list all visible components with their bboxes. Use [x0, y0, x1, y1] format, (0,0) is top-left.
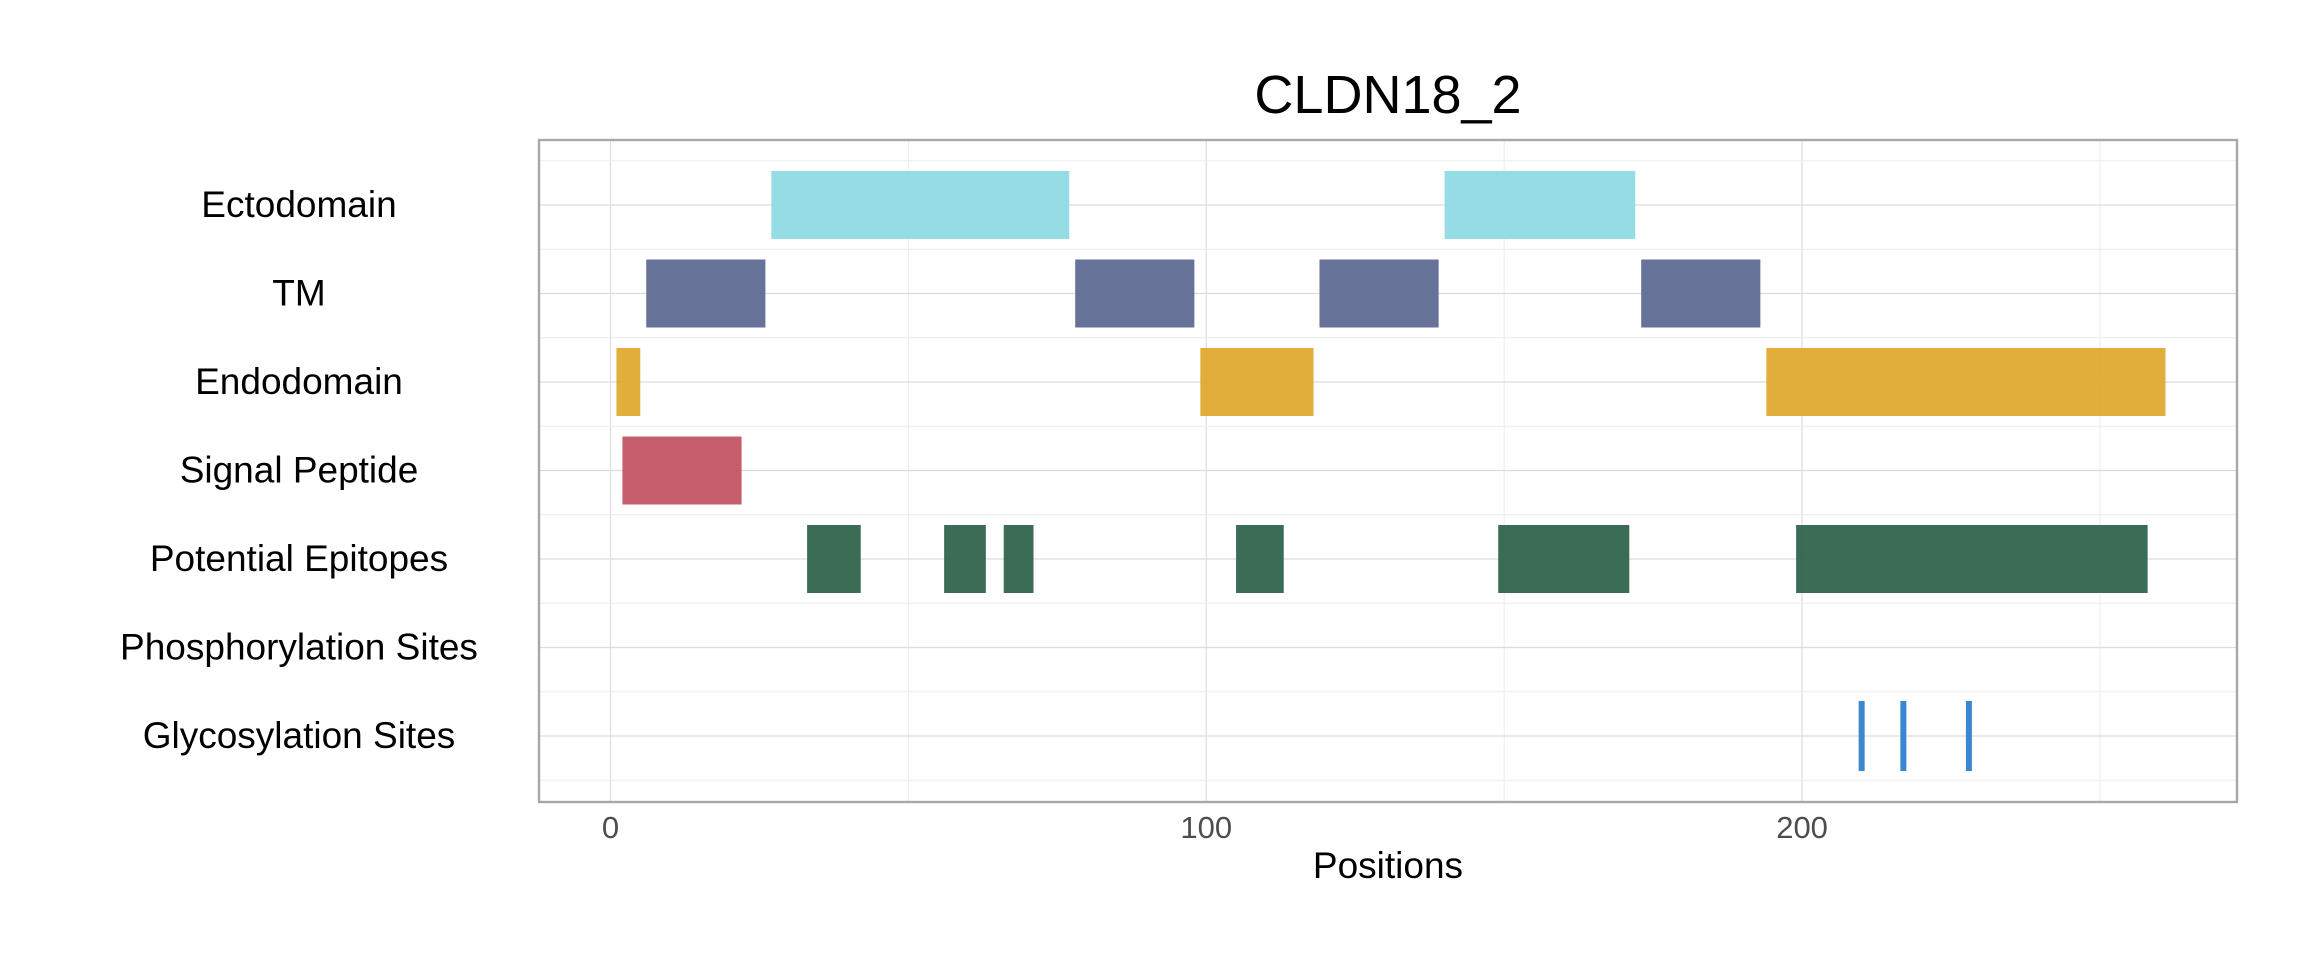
x-tick-label: 0 — [602, 810, 619, 845]
range-bar — [1319, 259, 1439, 328]
range-bar — [944, 525, 986, 593]
category-label: Signal Peptide — [180, 450, 419, 491]
range-bar — [1796, 525, 2148, 593]
category-label: Potential Epitopes — [150, 538, 448, 579]
category-label: Ectodomain — [201, 184, 396, 225]
range-bar — [807, 525, 861, 593]
category-label: Phosphorylation Sites — [120, 627, 478, 668]
plot-panel-border — [537, 138, 2239, 804]
category-label: Glycosylation Sites — [143, 715, 456, 756]
chart-title: CLDN18_2 — [1254, 65, 1521, 125]
range-bar — [1075, 259, 1195, 328]
range-bar — [1236, 525, 1284, 593]
x-axis-ticks: 0 100 200 — [602, 810, 1828, 845]
range-bar — [1641, 259, 1761, 328]
range-bar — [1200, 348, 1314, 416]
range-bar — [622, 436, 742, 505]
site-mark — [1858, 701, 1865, 771]
grid-lines — [539, 140, 2237, 802]
x-axis-title: Positions — [1313, 845, 1463, 886]
category-label: TM — [272, 273, 325, 314]
category-label: Endodomain — [195, 361, 403, 402]
x-tick-label: 100 — [1180, 810, 1232, 845]
range-bar — [1766, 348, 2166, 416]
range-bar — [1444, 171, 1636, 239]
range-bars — [616, 171, 2166, 771]
range-bar — [1003, 525, 1034, 593]
site-mark — [1965, 701, 1972, 771]
range-bar — [1498, 525, 1630, 593]
range-bar — [616, 348, 641, 416]
range-bar — [771, 171, 1070, 239]
category-labels: Ectodomain TM Endodomain Signal Peptide Pote… — [120, 184, 478, 756]
site-mark — [1900, 701, 1907, 771]
x-tick-label: 200 — [1776, 810, 1828, 845]
range-bar — [646, 259, 766, 328]
